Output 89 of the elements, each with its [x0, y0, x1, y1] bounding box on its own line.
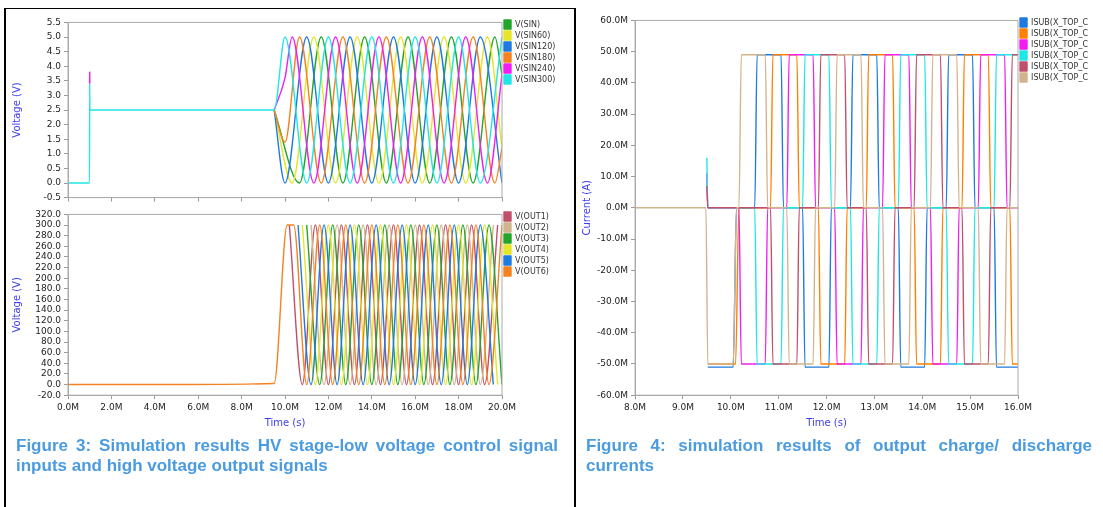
x-tick-label: 12.0M [314, 401, 343, 412]
y-tick-label: 160.0 [35, 293, 62, 304]
y-tick-label: 2.5 [46, 104, 61, 115]
x-tick-label: 0.0M [56, 401, 80, 412]
y-tick-label: 3.5 [46, 75, 61, 86]
y-tick-label: 40.0M [600, 77, 629, 88]
legend-label: V(SIN120) [515, 41, 556, 51]
y-tick-label: 60.0 [40, 347, 62, 357]
y-axis-title: Voltage (V) [10, 82, 22, 138]
legend-label: V(OUT1) [515, 211, 549, 221]
x-tick-label: 20.0M [488, 401, 516, 412]
x-tick-label: 16.0M [1004, 401, 1032, 412]
y-tick-label: -0.5 [43, 191, 61, 202]
y-tick-label: 300.0 [35, 219, 62, 230]
y-tick-label: 0.0 [46, 378, 62, 389]
x-tick-label: 8.0M [230, 401, 253, 412]
y-tick-label: 4.5 [46, 45, 61, 56]
caption: Figure 3: Simulation results HV stage-low voltage control signal inputs and high voltage output signals [16, 436, 558, 476]
x-tick-label: 13.0M [860, 401, 889, 412]
x-tick-label: 15.0M [956, 401, 985, 412]
y-tick-label: 220.0 [35, 261, 62, 272]
legend-label: V(OUT2) [515, 222, 549, 232]
x-tick-label: 6.0M [187, 401, 210, 412]
y-tick-label: 180.0 [35, 283, 62, 294]
legend-label: ISUB(X_TOP_C [1031, 28, 1089, 38]
legend-label: V(SIN240) [515, 63, 556, 73]
y-tick-label: 80.0 [40, 336, 62, 347]
x-tick-label: 10.0M [271, 401, 299, 412]
y-tick-label: 140.0 [35, 304, 62, 315]
x-tick-label: 4.0M [143, 401, 166, 412]
y-tick-label: -20.0 [37, 389, 62, 400]
x-tick-label: 11.0M [764, 401, 793, 412]
y-tick-label: 0.0M [605, 202, 629, 213]
x-tick-label: 8.0M [624, 401, 647, 412]
y-tick-label: 30.0M [600, 108, 629, 119]
legend-label: ISUB(X_TOP_C [1031, 17, 1089, 27]
caption: Figure 4: simulation results of output charge/ discharge currents [586, 436, 1092, 476]
legend-label: V(OUT6) [515, 266, 549, 276]
x-tick-label: 18.0M [444, 401, 473, 412]
y-tick-label: 4.0 [46, 60, 62, 71]
y-tick-label: -30.0M [596, 295, 629, 306]
y-axis-title: Current (A) [580, 180, 592, 236]
y-tick-label: -50.0M [596, 358, 629, 369]
y-tick-label: 200.0 [35, 272, 62, 283]
y-tick-label: 5.0 [46, 31, 62, 42]
y-tick-label: 20.0 [40, 368, 62, 379]
y-tick-label: 2.0 [46, 118, 62, 129]
y-tick-label: 0.0 [46, 177, 62, 188]
x-tick-label: 2.0M [100, 401, 123, 412]
y-tick-label: 120.0 [35, 315, 62, 326]
y-tick-label: -40.0M [596, 327, 629, 338]
y-tick-label: 5.5 [46, 16, 61, 27]
y-tick-label: 240.0 [35, 251, 62, 262]
y-tick-label: 1.0 [46, 148, 62, 159]
y-tick-label: -60.0M [596, 389, 629, 400]
x-axis-title: Time (s) [805, 416, 847, 428]
legend-label: V(OUT3) [515, 233, 549, 243]
x-tick-label: 14.0M [908, 401, 937, 412]
y-tick-label: 40.0 [40, 357, 62, 368]
legend-label: V(SIN180) [515, 52, 556, 62]
x-tick-label: 9.0M [671, 401, 694, 412]
y-tick-label: 20.0M [600, 139, 629, 150]
legend-label: V(OUT5) [515, 255, 549, 265]
y-tick-label: -20.0M [596, 264, 629, 275]
y-axis-title: Voltage (V) [10, 277, 22, 333]
x-tick-label: 12.0M [812, 401, 841, 412]
y-tick-label: 100.0 [35, 325, 62, 336]
y-tick-label: 280.0 [35, 230, 62, 241]
legend-label: V(SIN60) [515, 30, 551, 40]
y-tick-label: 3.0 [46, 89, 62, 100]
legend-label: V(OUT4) [515, 244, 549, 254]
y-tick-label: 1.5 [46, 133, 61, 144]
legend-label: ISUB(X_TOP_C [1031, 72, 1089, 82]
y-tick-label: -10.0M [596, 233, 629, 244]
y-tick-label: 60.0M [600, 14, 629, 25]
x-tick-label: 14.0M [357, 401, 386, 412]
x-axis-title: Time (s) [263, 416, 306, 428]
legend-label: ISUB(X_TOP_C [1031, 61, 1089, 71]
legend-label: V(SIN) [515, 19, 541, 29]
y-tick-label: 0.5 [46, 162, 61, 173]
y-tick-label: 260.0 [35, 240, 62, 251]
legend-label: ISUB(X_TOP_C [1031, 39, 1089, 49]
x-tick-label: 10.0M [716, 401, 745, 412]
y-tick-label: 320.0 [35, 208, 62, 219]
legend-label: V(SIN300) [515, 74, 556, 84]
y-tick-label: 50.0M [600, 45, 629, 56]
legend-label: ISUB(X_TOP_C [1031, 50, 1089, 60]
x-tick-label: 16.0M [401, 401, 430, 412]
y-tick-label: 10.0M [600, 170, 629, 181]
